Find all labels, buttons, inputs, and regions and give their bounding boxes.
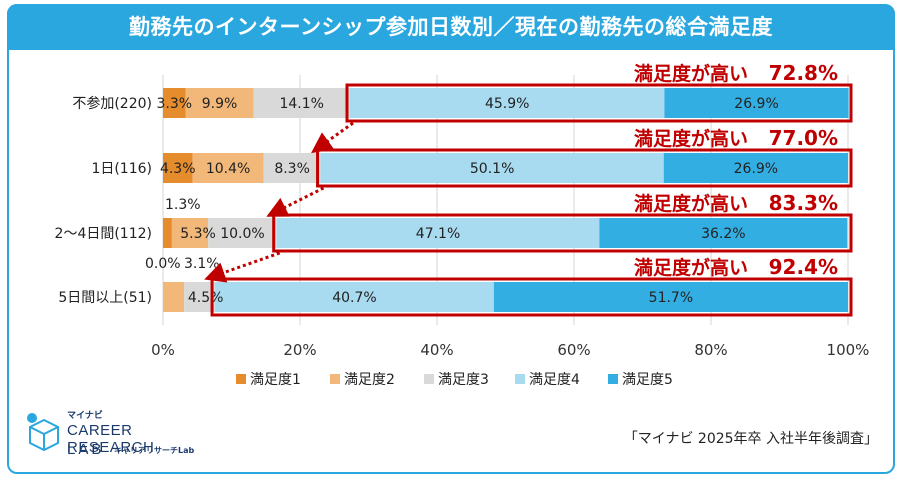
chart-title: 勤務先のインターンシップ参加日数別／現在の勤務先の総合満足度	[129, 15, 773, 39]
category-label: 1日(116)	[91, 161, 152, 177]
annotation-label: 満足度が高い	[634, 62, 748, 85]
data-label: 14.1%	[279, 96, 323, 112]
bar-segment	[493, 282, 848, 312]
legend-swatch	[515, 374, 525, 384]
bar-segment	[185, 88, 254, 118]
bar-segment	[208, 218, 277, 248]
trend-arrow	[204, 251, 281, 283]
bar-segment	[192, 153, 264, 183]
bar-segment	[163, 153, 193, 183]
bar-segment	[263, 153, 321, 183]
annotation-value: 77.0%	[769, 126, 838, 150]
bar-segment	[350, 88, 665, 118]
bar-segment	[663, 153, 848, 183]
source-note: 「マイナビ 2025年卒 入社半年後調査」	[623, 431, 878, 447]
data-label: 47.1%	[416, 226, 460, 242]
data-label: 10.0%	[220, 226, 264, 242]
x-tick-label: 100%	[827, 341, 870, 359]
data-label: 0.0%	[145, 256, 181, 272]
annotation-label: 満足度が高い	[634, 192, 748, 215]
data-label: 40.7%	[332, 290, 376, 306]
legend-swatch	[236, 374, 246, 384]
highlight-box	[210, 277, 853, 317]
legend-label: 満足度4	[529, 372, 580, 388]
highlight-box	[272, 213, 853, 253]
data-label: 50.1%	[470, 161, 514, 177]
trend-arrow	[311, 121, 354, 154]
x-tick-label: 40%	[420, 341, 453, 359]
annotation-value: 83.3%	[769, 191, 838, 215]
bar-segment	[163, 218, 172, 248]
data-label: 10.4%	[206, 161, 250, 177]
data-label: 1.3%	[165, 197, 201, 213]
x-tick-label: 20%	[283, 341, 316, 359]
logo-main-text: CAREER RESEARCH	[67, 422, 155, 456]
bar-segment	[171, 218, 209, 248]
data-label: 8.3%	[274, 161, 310, 177]
highlight-box	[316, 148, 853, 188]
legend-label: 満足度3	[438, 372, 489, 388]
category-label: 5日間以上(51)	[58, 290, 152, 306]
data-label: 45.9%	[485, 96, 529, 112]
bar-segment	[215, 282, 494, 312]
highlight-box	[345, 83, 853, 123]
bar-segment	[163, 282, 185, 312]
data-label: 36.2%	[701, 226, 745, 242]
bar-segment	[276, 218, 600, 248]
data-label: 5.3%	[180, 226, 216, 242]
bar-segment	[599, 218, 848, 248]
legend-label: 満足度1	[250, 372, 301, 388]
x-tick-label: 60%	[557, 341, 590, 359]
x-tick-label: 0%	[151, 341, 175, 359]
bar-segment	[163, 88, 186, 118]
bar-segment	[320, 153, 664, 183]
category-label: 不参加(220)	[72, 95, 152, 112]
bar-segment	[664, 88, 849, 118]
data-label: 9.9%	[202, 96, 238, 112]
x-tick-label: 80%	[694, 341, 727, 359]
data-label: 3.1%	[184, 256, 220, 272]
legend-swatch	[330, 374, 340, 384]
bar-segment	[184, 282, 216, 312]
annotation-value: 92.4%	[769, 255, 838, 279]
data-label: 26.9%	[734, 96, 778, 112]
bar-segment	[253, 88, 351, 118]
annotation-value: 72.8%	[769, 61, 838, 85]
data-label: 26.9%	[734, 161, 778, 177]
category-label: 2～4日間(112)	[55, 226, 152, 242]
data-label: 4.3%	[160, 161, 196, 177]
logo-lab-text: LAB	[67, 441, 105, 458]
logo-cube-icon	[27, 413, 59, 452]
data-label: 3.3%	[157, 96, 193, 112]
logo-brand: マイナビ	[67, 411, 103, 421]
legend-swatch	[424, 374, 434, 384]
data-label: 51.7%	[649, 290, 693, 306]
annotation-label: 満足度が高い	[634, 256, 748, 279]
logo-sub-text: キャリアリサーチLab	[114, 446, 195, 455]
trend-arrow	[266, 186, 325, 217]
legend-swatch	[608, 374, 618, 384]
data-label: 4.5%	[188, 290, 224, 306]
legend-label: 満足度5	[622, 372, 673, 388]
career-research-lab-logo: マイナビ CAREER RESEARCH LAB キャリアリサーチLab	[24, 408, 224, 464]
annotation-label: 満足度が高い	[634, 127, 748, 150]
title-bar	[7, 4, 895, 50]
legend-label: 満足度2	[344, 372, 395, 388]
